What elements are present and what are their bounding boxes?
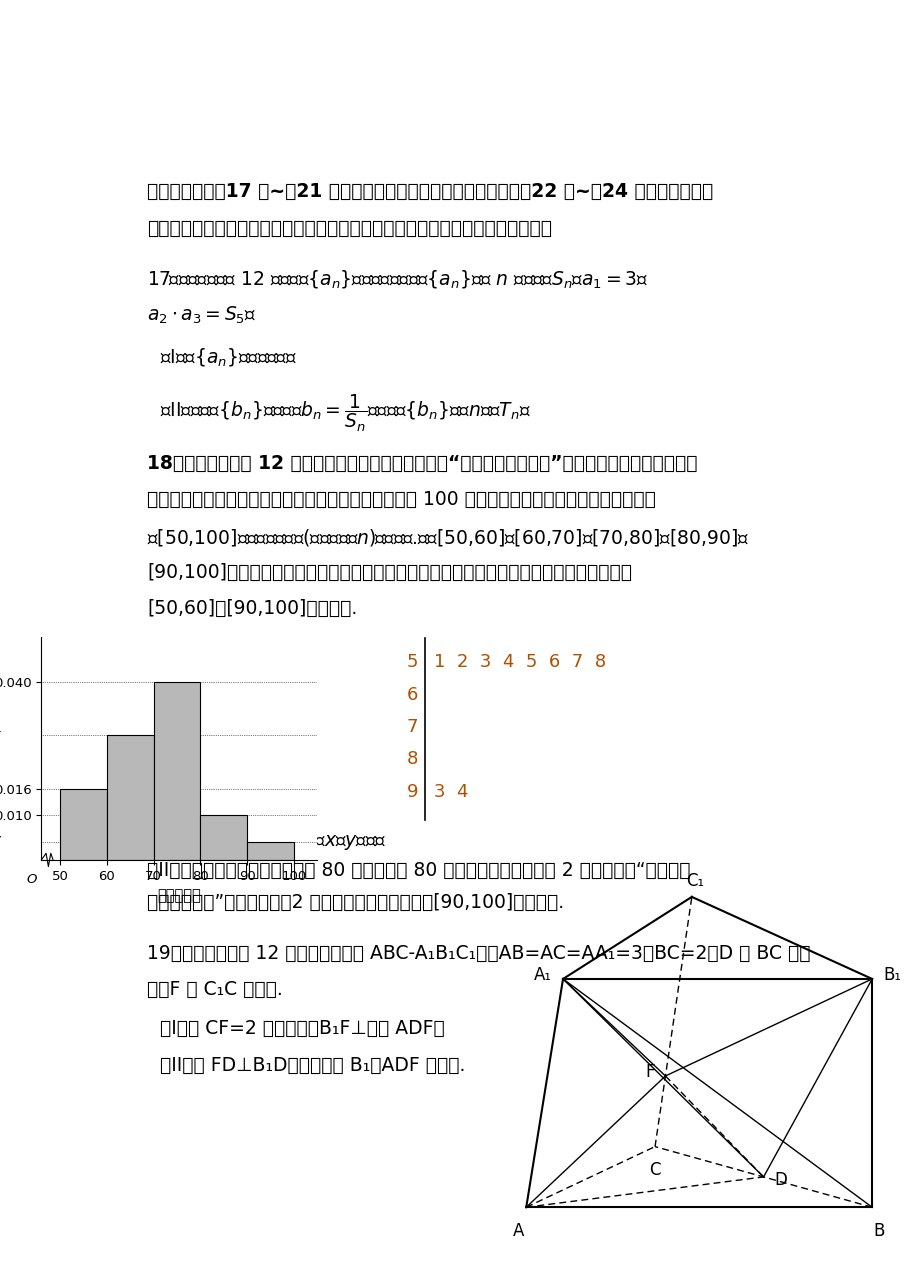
Text: B₁: B₁ xyxy=(882,967,901,985)
Text: 3  4: 3 4 xyxy=(433,782,468,800)
Text: 1  2  3  4  5  6  7  8: 1 2 3 4 5 6 7 8 xyxy=(433,654,606,671)
Text: 6: 6 xyxy=(406,685,417,703)
Text: 18．（本小题满分 12 分）已知某中学联盟举行了一次“盟校质量调研考试”活动．为了解本次考试学生: 18．（本小题满分 12 分）已知某中学联盟举行了一次“盟校质量调研考试”活动．… xyxy=(147,454,697,473)
Text: 在[50,100]之内）作为样本(样本容量为$n$)进行统计.按照[50,60]，[60,70]，[70,80]，[80,90]，: 在[50,100]之内）作为样本(样本容量为$n$)进行统计.按照[50,60]… xyxy=(147,526,748,548)
Text: C: C xyxy=(649,1161,660,1178)
Text: 三、解答题（第17 题~第21 题为必考题，每个试题考生必须做答，第22 题~第24 题为选考题，考: 三、解答题（第17 题~第21 题为必考题，每个试题考生必须做答，第22 题~第… xyxy=(147,182,712,201)
Text: $O$: $O$ xyxy=(26,873,38,887)
Text: $x$: $x$ xyxy=(0,727,3,743)
Text: $a_2 \cdot a_3 = S_5$．: $a_2 \cdot a_3 = S_5$． xyxy=(147,304,256,326)
Text: C₁: C₁ xyxy=(686,871,704,889)
Text: 17．（本小题满分 12 分）已知$\{a_n\}$是正项等差数列，$\{a_n\}$的前 $n$ 项和记为$S_n$，$a_1=3$，: 17．（本小题满分 12 分）已知$\{a_n\}$是正项等差数列，$\{a_n… xyxy=(147,268,648,289)
Text: F: F xyxy=(644,1064,653,1082)
Text: 19．（本小题满分 12 分）在直三棱柱 ABC-A₁B₁C₁中，AB=AC=AA₁=3，BC=2，D 是 BC 的中: 19．（本小题满分 12 分）在直三棱柱 ABC-A₁B₁C₁中，AB=AC=A… xyxy=(147,944,810,963)
Bar xyxy=(153,682,200,860)
Bar xyxy=(107,735,153,860)
Bar xyxy=(247,842,294,860)
Text: （II）设数列$\{b_n\}$的通项为$b_n = \dfrac{1}{S_n}$，求数列$\{b_n\}$的前$n$项和$T_n$．: （II）设数列$\{b_n\}$的通项为$b_n = \dfrac{1}{S_n… xyxy=(160,394,530,434)
Text: B: B xyxy=(873,1222,884,1240)
Text: （I）求$\{a_n\}$的通项公式；: （I）求$\{a_n\}$的通项公式； xyxy=(160,347,297,368)
X-axis label: 成绩（分）: 成绩（分） xyxy=(157,888,201,903)
Text: 5: 5 xyxy=(406,654,417,671)
Text: 点，F 是 C₁C 上一点.: 点，F 是 C₁C 上一点. xyxy=(147,980,282,999)
Text: （I）当 CF=2 时，证明：B₁F⊥平面 ADF；: （I）当 CF=2 时，证明：B₁F⊥平面 ADF； xyxy=(160,1019,444,1038)
Bar xyxy=(200,815,247,860)
Text: A₁: A₁ xyxy=(533,967,551,985)
Text: 9: 9 xyxy=(406,782,417,800)
Text: （I）求样本容量$n$和频率分布直方图中的$x$、$y$的値；: （I）求样本容量$n$和频率分布直方图中的$x$、$y$的値； xyxy=(147,829,386,852)
Text: 生从中选择一题做答；请在答题卡上写出必要的文字说明、证明过程或演算步骤）: 生从中选择一题做答；请在答题卡上写出必要的文字说明、证明过程或演算步骤） xyxy=(147,219,551,238)
Text: [90,100]的分组作出频率分布直方图，并作出样本分数的茎叶图（茎叶图中仅列出了得分在: [90,100]的分组作出频率分布直方图，并作出样本分数的茎叶图（茎叶图中仅列出… xyxy=(147,563,631,582)
Bar xyxy=(60,789,107,860)
Text: 的某学科成绩情况，从中抽取部分学生的分数（满分为 100 分，得分取正整数，抽取学生的分数均: 的某学科成绩情况，从中抽取部分学生的分数（满分为 100 分，得分取正整数，抽取… xyxy=(147,490,655,510)
Text: 基础知识竞赛”，求所抽取的2 名学生中恰有一人得分在[90,100]内的概率.: 基础知识竞赛”，求所抽取的2 名学生中恰有一人得分在[90,100]内的概率. xyxy=(147,893,563,911)
Text: 7: 7 xyxy=(406,719,417,736)
Text: $y$: $y$ xyxy=(0,834,3,850)
Text: [50,60]，[90,100]的数据）.: [50,60]，[90,100]的数据）. xyxy=(147,599,357,618)
Text: 8: 8 xyxy=(406,750,417,768)
Text: A: A xyxy=(513,1222,524,1240)
Text: D: D xyxy=(774,1172,787,1190)
Text: （II）在选取的样本中，从成绩在 80 分以上（含 80 分）的学生中随机抽取 2 名学生参加“省级学科: （II）在选取的样本中，从成绩在 80 分以上（含 80 分）的学生中随机抽取 … xyxy=(147,861,690,880)
Text: （II）若 FD⊥B₁D，求三棱锥 B₁－ADF 的体积.: （II）若 FD⊥B₁D，求三棱锥 B₁－ADF 的体积. xyxy=(160,1056,465,1075)
